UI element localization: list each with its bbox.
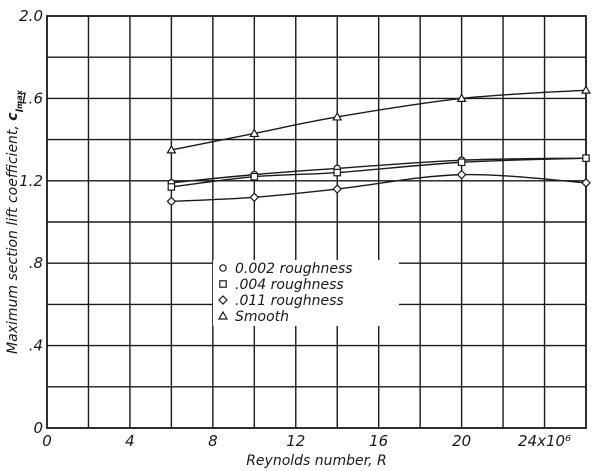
- data-point-square: [457, 158, 466, 167]
- x-tick-label: 24x10⁶: [518, 432, 571, 450]
- legend-entry: .004 roughness: [235, 277, 344, 293]
- x-tick-label: 12: [286, 432, 305, 450]
- series-line-square: [171, 157, 587, 188]
- data-point-diamond: [166, 196, 177, 207]
- data-point-diamond: [249, 192, 260, 203]
- data-point-diamond: [456, 169, 467, 180]
- x-tick-label: 16: [369, 432, 388, 450]
- data-point-triangle: [332, 111, 343, 121]
- y-tick-label: 1.2: [19, 172, 43, 190]
- x-axis-tick-labels: 0 4 8 12 16 20 24x10⁶: [42, 432, 571, 450]
- plot-frame: [46, 15, 587, 429]
- y-tick-label: .4: [29, 337, 43, 355]
- legend-marker-diamond: [218, 295, 228, 305]
- legend-marker-triangle: [217, 310, 229, 320]
- x-tick-label: 20: [452, 432, 471, 450]
- data-point-square: [167, 183, 176, 191]
- data-point-square: [582, 154, 590, 162]
- x-axis-label: Reynolds number, R: [246, 453, 387, 469]
- legend-marker-circle: [219, 264, 227, 272]
- data-point-diamond: [332, 184, 343, 194]
- data-point-square: [333, 168, 342, 177]
- y-tick-label: 0: [33, 419, 43, 437]
- legend-marker-square: [219, 280, 227, 288]
- data-point-square: [250, 172, 259, 181]
- legend-entry: Smooth: [235, 309, 289, 325]
- y-axis-label: Maximum section lift coefficient, clmax: [5, 89, 26, 354]
- y-axis-label-text: Maximum section lift coefficient,: [5, 121, 21, 354]
- y-tick-label: 1.6: [19, 89, 43, 107]
- series-lines: [171, 89, 587, 203]
- data-point-triangle: [456, 93, 467, 103]
- y-axis-label-subsubscript: max: [15, 89, 24, 109]
- data-point-diamond: [581, 178, 591, 188]
- legend-entry: .011 roughness: [235, 293, 344, 309]
- chart-grid: [47, 16, 586, 428]
- x-axis-label-text: Reynolds number, R: [246, 453, 387, 469]
- y-axis-tick-labels: 0 .4 .8 1.2 1.6 2.0: [19, 7, 43, 437]
- series-line-triangle: [171, 89, 587, 151]
- data-point-triangle: [249, 128, 260, 138]
- series-line-diamond: [171, 173, 587, 203]
- series-line-circle: [171, 157, 587, 184]
- x-tick-label: 8: [208, 432, 218, 450]
- chart-legend: 0.002 roughness.004 roughness.011 roughn…: [213, 260, 399, 326]
- y-tick-label: 2.0: [19, 7, 43, 25]
- y-axis-label-symbol: c: [5, 112, 21, 121]
- y-tick-label: .8: [29, 254, 43, 272]
- legend-entry: 0.002 roughness: [235, 261, 353, 277]
- x-tick-label: 4: [125, 432, 135, 450]
- x-tick-label: 0: [42, 432, 52, 450]
- data-point-triangle: [166, 144, 177, 154]
- legend-background: [213, 260, 399, 326]
- data-point-triangle: [580, 84, 592, 94]
- y-axis-label-subscript: l: [15, 108, 26, 112]
- series-markers: [166, 84, 592, 207]
